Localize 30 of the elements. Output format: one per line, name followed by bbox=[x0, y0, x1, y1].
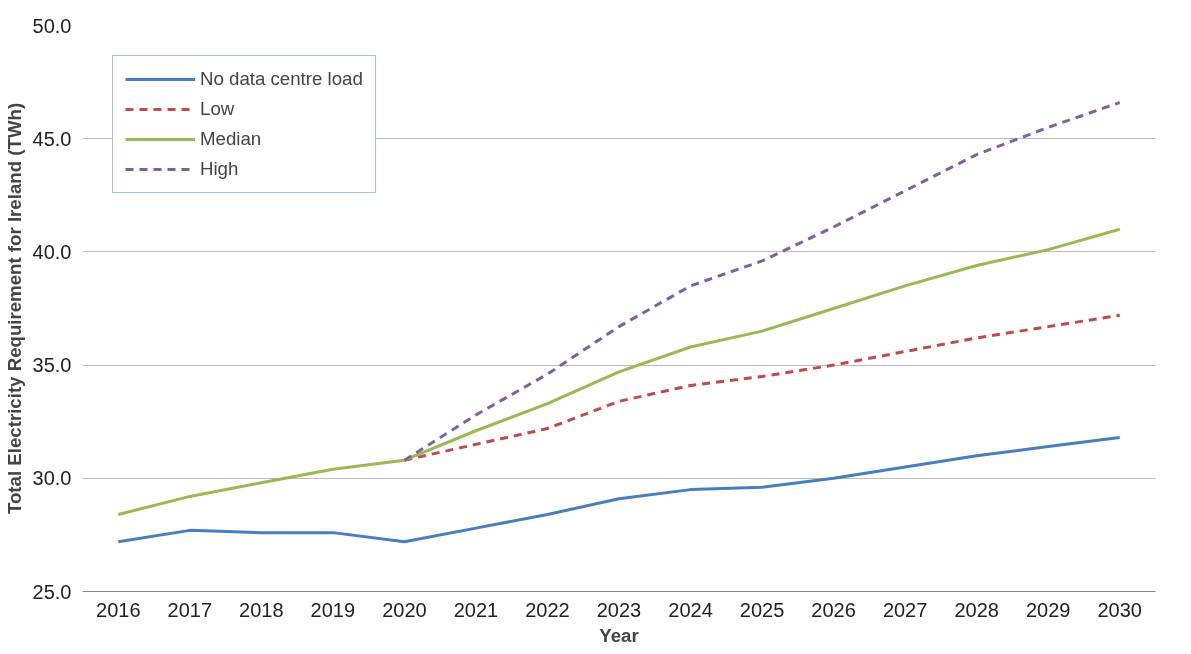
y-tick-label: 30.0 bbox=[32, 467, 72, 490]
legend-label: No data centre load bbox=[200, 68, 363, 90]
line-series bbox=[116, 436, 1122, 544]
legend-label: Median bbox=[200, 128, 262, 150]
x-tick-label: 2022 bbox=[525, 598, 570, 621]
y-tick-label: 40.0 bbox=[32, 240, 72, 263]
x-axis-title: Year bbox=[599, 624, 639, 646]
y-tick-label: 50.0 bbox=[32, 14, 72, 37]
line-series bbox=[402, 100, 1122, 462]
x-tick-label: 2017 bbox=[167, 598, 213, 621]
x-tick-label: 2018 bbox=[239, 598, 284, 621]
x-tick-label: 2030 bbox=[1097, 598, 1142, 621]
x-tick-label: 2023 bbox=[596, 598, 642, 621]
x-tick-label: 2029 bbox=[1025, 598, 1071, 621]
x-tick-label: 2027 bbox=[882, 598, 928, 621]
x-tick-label: 2020 bbox=[382, 598, 427, 621]
x-tick-label: 2016 bbox=[96, 598, 141, 621]
x-tick-label: 2019 bbox=[310, 598, 356, 621]
y-tick-label: 25.0 bbox=[32, 580, 72, 603]
legend-label: Low bbox=[200, 98, 235, 120]
line-series bbox=[116, 227, 1122, 517]
y-tick-label: 45.0 bbox=[32, 127, 72, 150]
x-tick-label: 2028 bbox=[954, 598, 999, 621]
y-tick-label: 35.0 bbox=[32, 354, 72, 377]
y-axis-title: Total Electricity Requirement for Ireland (TWh) bbox=[3, 102, 25, 515]
x-tick-label: 2026 bbox=[811, 598, 856, 621]
x-tick-label: 2024 bbox=[668, 598, 713, 621]
x-tick-label: 2025 bbox=[739, 598, 785, 621]
x-tick-label: 2021 bbox=[453, 598, 499, 621]
legend-label: High bbox=[200, 158, 239, 180]
